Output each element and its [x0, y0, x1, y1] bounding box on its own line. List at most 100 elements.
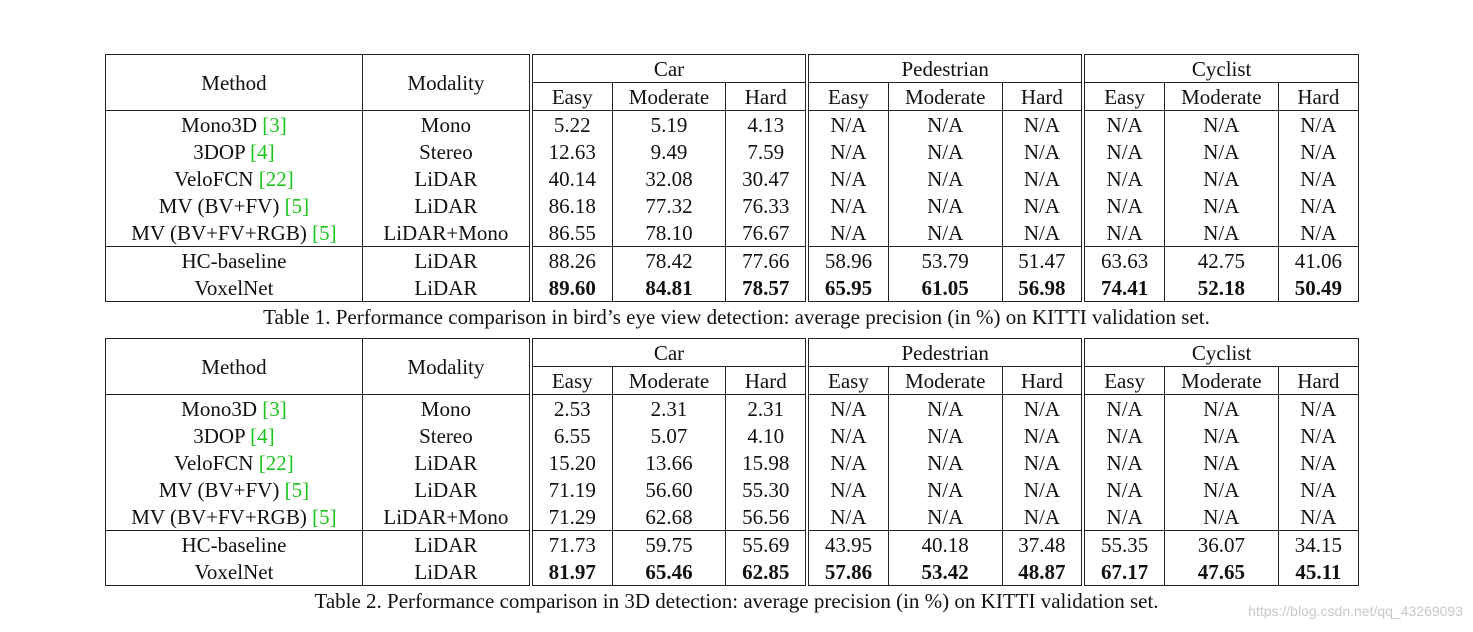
value-cell: N/A	[805, 503, 889, 531]
value-cell: N/A	[1081, 394, 1165, 422]
header-subcol: Easy	[528, 366, 613, 395]
value-cell: 34.15	[1277, 530, 1360, 558]
value-cell: N/A	[887, 422, 1003, 449]
value-cell: 6.55	[528, 422, 613, 449]
citation-link[interactable]: [5]	[312, 220, 337, 245]
value-cell: 59.75	[611, 530, 726, 558]
modality-cell: LiDAR	[361, 530, 531, 558]
value-cell: N/A	[887, 165, 1003, 192]
value-cell: 65.46	[611, 558, 726, 586]
modality-cell: LiDAR+Mono	[361, 503, 531, 531]
value-cell: 76.67	[725, 219, 808, 247]
value-cell: N/A	[1164, 219, 1279, 247]
table-2-caption: Table 2. Performance comparison in 3D de…	[314, 589, 1159, 613]
value-cell: 89.60	[528, 274, 613, 302]
value-cell: 71.73	[528, 530, 613, 558]
value-cell: N/A	[1081, 219, 1165, 247]
value-cell: N/A	[1001, 394, 1084, 422]
value-cell: 67.17	[1081, 558, 1165, 586]
method-name: MV (BV+FV)	[158, 477, 285, 502]
value-cell: 7.59	[725, 138, 808, 165]
modality-cell: Mono	[361, 110, 531, 138]
method-cell: Mono3D [3]	[105, 110, 363, 138]
value-cell: 2.53	[528, 394, 613, 422]
value-cell: 76.33	[725, 192, 808, 219]
value-cell: N/A	[1277, 449, 1360, 476]
citation-link[interactable]: [22]	[258, 166, 294, 191]
value-cell: N/A	[1164, 449, 1279, 476]
header-subcol: Moderate	[1164, 366, 1279, 395]
table-1: Method Modality Car Pedestrian Cyclist Easy Mo…	[105, 54, 1360, 302]
value-cell: N/A	[1001, 449, 1084, 476]
value-cell: 74.41	[1081, 274, 1165, 302]
value-cell: 55.69	[725, 530, 808, 558]
value-cell: 57.86	[805, 558, 889, 586]
header-group: Cyclist	[1081, 54, 1360, 83]
value-cell: N/A	[1081, 110, 1165, 138]
value-cell: 5.07	[611, 422, 726, 449]
header-method: Method	[105, 54, 363, 111]
table-row: VeloFCN [22] LiDAR 40.14 32.08 30.47 N/A N/A N/…	[105, 165, 1360, 192]
value-cell: N/A	[805, 165, 889, 192]
value-cell: 65.95	[805, 274, 889, 302]
value-cell: N/A	[1164, 165, 1279, 192]
value-cell: 77.32	[611, 192, 726, 219]
citation-link[interactable]: [5]	[284, 193, 310, 218]
value-cell: 5.22	[528, 110, 613, 138]
citation-link[interactable]: [5]	[284, 477, 310, 502]
value-cell: 36.07	[1164, 530, 1279, 558]
table-row: Mono3D [3] Mono 2.53 2.31 2.31 N/A N/A N/A N/A N/…	[105, 394, 1360, 422]
value-cell: 47.65	[1164, 558, 1279, 586]
value-cell: N/A	[1164, 476, 1279, 503]
citation-link[interactable]: [22]	[258, 450, 294, 475]
value-cell: 12.63	[528, 138, 613, 165]
table-row: 3DOP [4] Stereo 6.55 5.07 4.10 N/A N/A N/A N/A N/…	[105, 422, 1360, 449]
value-cell: 9.49	[611, 138, 726, 165]
value-cell: 78.42	[611, 246, 726, 274]
value-cell: 30.47	[725, 165, 808, 192]
citation-link[interactable]: [3]	[262, 396, 287, 421]
citation-link[interactable]: [3]	[262, 112, 287, 137]
citation-link[interactable]: [4]	[250, 139, 275, 164]
citation-link[interactable]: [4]	[250, 423, 275, 448]
citation-link[interactable]: [5]	[312, 504, 337, 529]
method-name: 3DOP	[193, 139, 251, 164]
value-cell: N/A	[1164, 503, 1279, 531]
header-modality: Modality	[361, 54, 531, 111]
results-table: Method Modality Car Pedestrian Cyclist Easy Mo…	[105, 54, 1360, 302]
value-cell: N/A	[805, 476, 889, 503]
value-cell: 15.20	[528, 449, 613, 476]
table-row: MV (BV+FV) [5] LiDAR 71.19 56.60 55.30 N/A N/A…	[105, 476, 1360, 503]
method-cell: VoxelNet	[105, 558, 363, 586]
table-row: VoxelNet LiDAR 89.60 84.81 78.57 65.95 61.05 56…	[105, 274, 1360, 302]
value-cell: 78.57	[725, 274, 808, 302]
header-subcol: Hard	[1277, 82, 1360, 111]
value-cell: 4.13	[725, 110, 808, 138]
header-group: Pedestrian	[805, 338, 1084, 367]
value-cell: N/A	[805, 394, 889, 422]
table-row: MV (BV+FV) [5] LiDAR 86.18 77.32 76.33 N/A N/A…	[105, 192, 1360, 219]
header-modality: Modality	[361, 338, 531, 395]
table-row: VeloFCN [22] LiDAR 15.20 13.66 15.98 N/A N/A N/…	[105, 449, 1360, 476]
header-group: Car	[528, 338, 808, 367]
value-cell: N/A	[1277, 110, 1360, 138]
modality-cell: LiDAR	[361, 165, 531, 192]
value-cell: N/A	[805, 138, 889, 165]
value-cell: N/A	[1277, 476, 1360, 503]
value-cell: 37.48	[1001, 530, 1084, 558]
method-cell: VeloFCN [22]	[105, 165, 363, 192]
header-subcol: Easy	[528, 82, 613, 111]
value-cell: N/A	[1277, 138, 1360, 165]
value-cell: 58.96	[805, 246, 889, 274]
header-subcol: Hard	[1001, 82, 1084, 111]
method-name: 3DOP	[193, 423, 251, 448]
table-row: 3DOP [4] Stereo 12.63 9.49 7.59 N/A N/A N/A N/A N…	[105, 138, 1360, 165]
method-name: HC-baseline	[181, 248, 287, 273]
value-cell: N/A	[1277, 192, 1360, 219]
method-cell: MV (BV+FV) [5]	[105, 476, 363, 503]
value-cell: 43.95	[805, 530, 889, 558]
value-cell: 55.30	[725, 476, 808, 503]
value-cell: N/A	[887, 394, 1003, 422]
value-cell: N/A	[1081, 192, 1165, 219]
value-cell: N/A	[1001, 192, 1084, 219]
